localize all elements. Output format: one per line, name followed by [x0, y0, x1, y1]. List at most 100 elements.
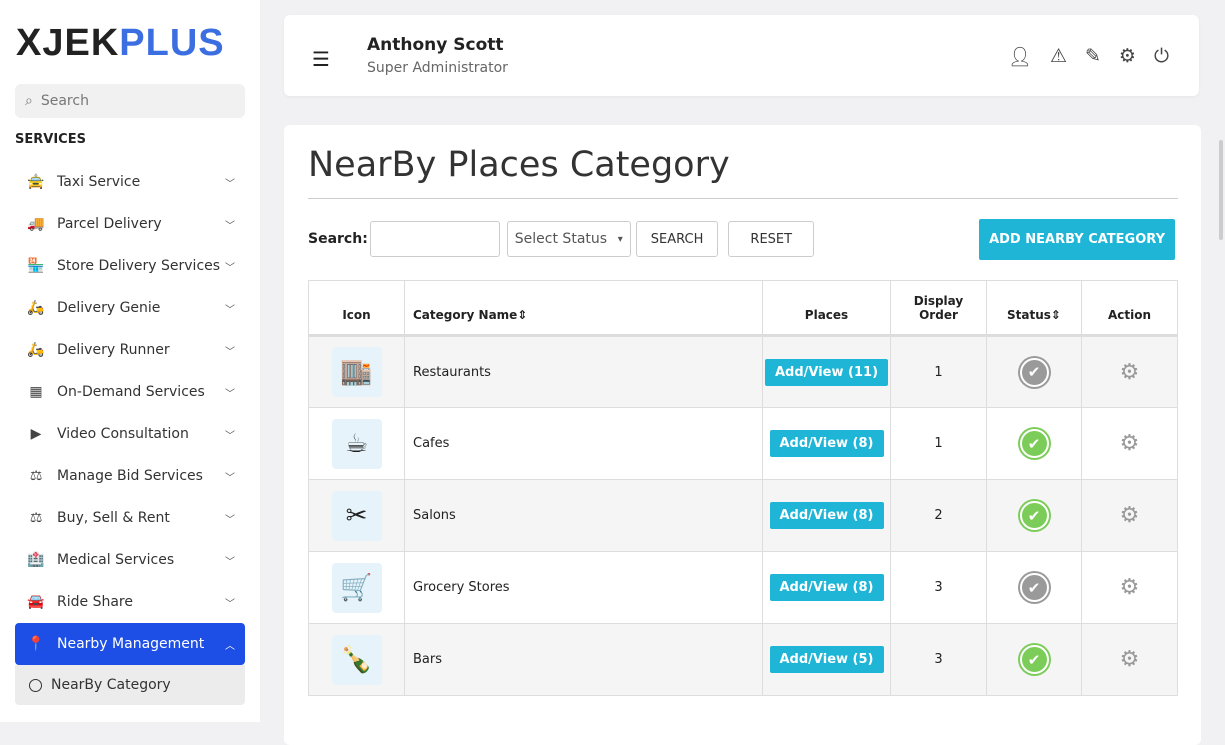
user-name: Anthony Scott [367, 35, 504, 55]
power-icon[interactable]: ⏻ [1153, 45, 1169, 67]
col-action: Action [1081, 280, 1178, 337]
add-nearby-category-button[interactable]: ADD NEARBY CATEGORY [979, 219, 1175, 260]
category-icon: ☕ [331, 418, 382, 469]
logo-part2: PLUS [119, 22, 225, 64]
sidebar-item-label: Delivery Runner [57, 342, 170, 358]
reset-button[interactable]: RESET [728, 221, 815, 257]
col-status-label: Status [1007, 308, 1051, 322]
logo-part1: XJEK [16, 22, 120, 64]
table-row: ✂ Salons Add/View (8) 2 ✔ ⚙︎ [308, 479, 1178, 552]
sidebar-item[interactable]: 📍 Nearby Management ︿ [15, 623, 245, 665]
col-places: Places [762, 280, 891, 337]
display-order: 3 [890, 623, 987, 696]
sidebar-subitem-nearby-category[interactable]: NearBy Category [15, 665, 245, 705]
status-check-icon[interactable]: ✔ [1019, 429, 1049, 458]
table-row: ☕ Cafes Add/View (8) 1 ✔ ⚙︎ [308, 407, 1178, 480]
add-view-places-button[interactable]: Add/View (5) [769, 646, 884, 673]
category-name: Restaurants [404, 335, 763, 408]
sidebar-item-label: Video Consultation [57, 426, 189, 442]
sidebar-item[interactable]: ▦ On-Demand Services ﹀ [15, 371, 245, 413]
status-check-icon[interactable]: ✔ [1019, 645, 1049, 674]
hamburger-menu-icon[interactable]: ☰ [312, 47, 330, 71]
gavel-icon: ⚖ [29, 468, 43, 484]
display-order: 3 [890, 551, 987, 624]
status-select-value: Select Status [514, 231, 608, 247]
add-view-places-button[interactable]: Add/View (8) [769, 430, 884, 457]
sidebar-item-label: Buy, Sell & Rent [57, 510, 170, 526]
top-header: ☰ Anthony Scott Super Administrator 👤︎ ⚠… [284, 15, 1199, 96]
sidebar-item[interactable]: 🛵 Delivery Genie ﹀ [15, 287, 245, 329]
sidebar-menu: 🚖 Taxi Service ﹀ 🚚 Parcel Delivery ﹀ 🏪 Store De… [15, 161, 245, 705]
search-label: Search: [308, 231, 368, 247]
search-input[interactable] [369, 221, 500, 257]
status-select[interactable]: Select Status ▾ [506, 221, 631, 257]
col-icon: Icon [308, 280, 405, 337]
sidebar-item[interactable]: 🚘 Ride Share ﹀ [15, 581, 245, 623]
sidebar-item[interactable]: 🛵 Delivery Runner ﹀ [15, 329, 245, 371]
col-status[interactable]: Status⇕ [986, 280, 1082, 337]
gear-icon[interactable]: ⚙︎ [1119, 359, 1140, 385]
col-display-order: Display Order [890, 280, 987, 337]
add-view-places-button[interactable]: Add/View (11) [764, 358, 889, 386]
display-order: 2 [890, 479, 987, 552]
status-check-icon[interactable]: ✔ [1019, 501, 1049, 530]
category-icon: 🏬 [331, 347, 382, 397]
grid-icon: ▦ [29, 384, 43, 400]
gear-icon[interactable]: ⚙︎ [1119, 431, 1140, 456]
chevron-down-icon: ﹀ [225, 598, 235, 610]
status-check-icon[interactable]: ✔ [1019, 357, 1049, 387]
category-icon: 🍾 [331, 634, 382, 685]
sidebar-search-input[interactable]: ⌕ Search [15, 84, 245, 118]
user-role: Super Administrator [367, 60, 508, 76]
sort-icon: ⇕ [1050, 308, 1061, 322]
chevron-down-icon: ﹀ [225, 556, 235, 568]
chevron-down-icon: ﹀ [225, 178, 235, 190]
gear-icon[interactable]: ⚙︎ [1119, 575, 1140, 600]
category-name: Cafes [404, 407, 763, 480]
table-row: 🛒 Grocery Stores Add/View (8) 3 ✔ ⚙︎ [308, 551, 1178, 624]
gear-icon[interactable]: ⚙︎ [1119, 647, 1140, 672]
display-order: 1 [890, 407, 987, 480]
sidebar-item[interactable]: 🏥 Medical Services ﹀ [15, 539, 245, 581]
divider [308, 198, 1178, 199]
subitem-label: NearBy Category [51, 677, 171, 693]
category-icon: 🛒 [331, 562, 382, 613]
gear-icon[interactable]: ⚙︎ [1119, 503, 1140, 528]
col-order-l2: Order [919, 308, 958, 322]
video-icon: ▶ [30, 426, 42, 442]
sidebar-item[interactable]: 🚖 Taxi Service ﹀ [15, 161, 245, 203]
user-icon[interactable]: 👤︎ [1007, 46, 1032, 68]
col-category-name[interactable]: Category Name⇕ [404, 280, 763, 337]
car-icon: 🚘 [27, 594, 45, 610]
page-title: NearBy Places Category [308, 145, 730, 185]
search-button[interactable]: SEARCH [635, 221, 719, 257]
sidebar-item[interactable]: ⚖ Manage Bid Services ﹀ [15, 455, 245, 497]
chevron-down-icon: ﹀ [225, 304, 235, 316]
search-placeholder: Search [40, 93, 89, 109]
sidebar-item-label: Ride Share [57, 594, 133, 610]
add-view-places-button[interactable]: Add/View (8) [769, 502, 884, 529]
sidebar-item-label: Manage Bid Services [57, 468, 203, 484]
add-view-places-button[interactable]: Add/View (8) [769, 574, 884, 601]
chevron-down-icon: ﹀ [225, 472, 235, 484]
chevron-down-icon: ﹀ [225, 430, 235, 442]
category-name: Salons [404, 479, 763, 552]
chevron-down-icon: ﹀ [225, 514, 235, 526]
gavel-icon: ⚖ [29, 510, 43, 526]
sidebar: XJEKPLUS ⌕ Search SERVICES 🚖 Taxi Service ﹀… [0, 0, 260, 722]
sidebar-item[interactable]: ⚖ Buy, Sell & Rent ﹀ [15, 497, 245, 539]
scrollbar[interactable] [1219, 140, 1223, 240]
edit-note-icon[interactable]: ✎ [1085, 45, 1101, 67]
sidebar-item[interactable]: ▶ Video Consultation ﹀ [15, 413, 245, 455]
warning-icon[interactable]: ⚠︎ [1049, 45, 1067, 67]
settings-icon[interactable]: ⚙︎ [1118, 45, 1136, 67]
sidebar-item-label: Taxi Service [57, 174, 141, 190]
sidebar-item[interactable]: 🏪 Store Delivery Services ﹀ [15, 245, 245, 287]
sidebar-item-label: Store Delivery Services [57, 258, 221, 274]
logo[interactable]: XJEKPLUS [16, 22, 225, 65]
category-name: Bars [404, 623, 763, 696]
status-check-icon[interactable]: ✔ [1019, 573, 1049, 602]
hospital-icon: 🏥 [27, 552, 45, 568]
sidebar-item[interactable]: 🚚 Parcel Delivery ﹀ [15, 203, 245, 245]
sidebar-item-label: Parcel Delivery [57, 216, 162, 232]
